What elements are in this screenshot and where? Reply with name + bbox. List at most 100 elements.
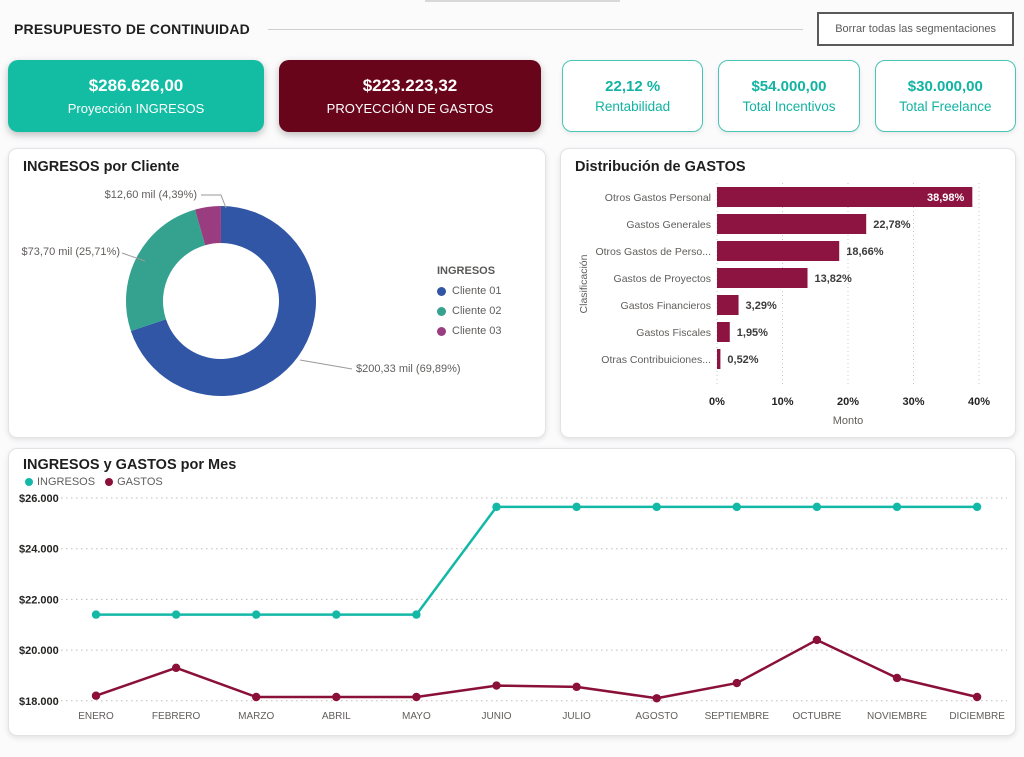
kpi-card-freelance[interactable]: $30.000,00 Total Freelance (874, 60, 1016, 132)
line-chart-legend: INGRESOS GASTOS (9, 473, 1015, 490)
donut-slice-cliente-03[interactable] (195, 206, 221, 246)
line-series-ingresos[interactable] (96, 505, 978, 616)
donut-legend-title: INGRESOS (437, 265, 496, 277)
data-point-gastos-1[interactable] (171, 663, 181, 673)
data-point-ingresos-9[interactable] (812, 502, 822, 512)
legend-item-cliente03[interactable]: Cliente 03 (437, 325, 502, 337)
kpi-freelance-value: $30.000,00 (907, 78, 983, 95)
bar-5[interactable] (717, 322, 730, 342)
data-point-ingresos-1[interactable] (171, 610, 181, 619)
donut-label-cliente02: $73,70 mil (25,71%) (21, 246, 120, 258)
legend-item-label: GASTOS (117, 476, 163, 488)
legend-item-cliente01[interactable]: Cliente 01 (437, 285, 502, 297)
svg-text:40%: 40% (968, 396, 990, 408)
donut-chart-panel: INGRESOS por Cliente $12,60 mil (4,39%) … (8, 148, 546, 438)
legend-item-ingresos[interactable]: INGRESOS (25, 476, 95, 488)
svg-text:MAYO: MAYO (402, 711, 431, 722)
line-chart[interactable]: $26.000 $24.000 $22.000 $20.000 $18.000 ENERO… (9, 490, 1013, 724)
donut-chart-title: INGRESOS por Cliente (23, 159, 180, 175)
legend-dot-icon (25, 478, 33, 486)
page-title: PRESUPUESTO DE CONTINUIDAD (14, 21, 250, 37)
line-chart-panel: INGRESOS y GASTOS por Mes INGRESOS GASTO… (8, 448, 1016, 736)
svg-text:Otros Gastos de Perso...: Otros Gastos de Perso... (595, 246, 711, 258)
data-point-gastos-6[interactable] (572, 682, 581, 692)
kpi-card-gastos[interactable]: $223.223,32 PROYECCIÓN DE GASTOS (279, 60, 541, 132)
data-point-ingresos-11[interactable] (972, 502, 982, 512)
bar-1[interactable] (717, 214, 867, 234)
donut-slice-cliente-02[interactable] (126, 209, 206, 331)
donut-legend: INGRESOS Cliente 01 Cliente 02 Cliente 0… (437, 265, 502, 337)
middle-row: INGRESOS por Cliente $12,60 mil (4,39%) … (8, 148, 1016, 438)
data-point-ingresos-6[interactable] (572, 502, 581, 512)
svg-text:10%: 10% (771, 396, 793, 408)
legend-dot-icon (105, 478, 114, 486)
data-point-gastos-11[interactable] (972, 692, 982, 702)
svg-text:Gastos Fiscales: Gastos Fiscales (636, 327, 711, 339)
svg-text:3,29%: 3,29% (746, 300, 777, 312)
donut-slice-cliente-01[interactable] (130, 206, 316, 396)
svg-text:NOVIEMBRE: NOVIEMBRE (867, 711, 927, 722)
data-point-gastos-4[interactable] (412, 692, 421, 702)
svg-text:$24.000: $24.000 (19, 544, 59, 556)
svg-text:30%: 30% (902, 396, 924, 408)
bar-6[interactable] (717, 349, 721, 369)
svg-text:13,82%: 13,82% (815, 273, 853, 285)
bar-0[interactable] (717, 187, 973, 207)
offscreen-element-edge (425, 0, 620, 2)
legend-dot-icon (437, 326, 446, 336)
svg-text:22,78%: 22,78% (873, 219, 911, 231)
clear-slicers-button[interactable]: Borrar todas las segmentaciones (817, 12, 1014, 46)
legend-item-label: Cliente 03 (452, 325, 502, 337)
svg-text:Otras Contribuiciones...: Otras Contribuiciones... (601, 354, 711, 366)
donut-chart[interactable] (121, 201, 321, 401)
svg-text:DICIEMBRE: DICIEMBRE (949, 711, 1005, 722)
svg-text:Otros Gastos Personal: Otros Gastos Personal (605, 192, 711, 204)
data-point-ingresos-0[interactable] (91, 610, 101, 619)
bar-chart-panel: Distribución de GASTOS 0% 10% 20% 30% 40% Otr… (560, 148, 1016, 438)
header: PRESUPUESTO DE CONTINUIDAD Borrar todas … (8, 0, 1016, 52)
data-point-ingresos-10[interactable] (892, 502, 902, 512)
bar-2[interactable] (717, 241, 840, 261)
data-point-ingresos-3[interactable] (332, 610, 341, 619)
line-series-gastos[interactable] (95, 638, 978, 700)
bar-4[interactable] (717, 295, 739, 315)
data-point-gastos-7[interactable] (652, 694, 661, 703)
legend-item-label: Cliente 02 (452, 305, 502, 317)
kpi-card-incentivos[interactable]: $54.000,00 Total Incentivos (718, 60, 860, 132)
svg-text:0%: 0% (709, 396, 725, 408)
svg-text:SEPTIEMBRE: SEPTIEMBRE (705, 711, 770, 722)
data-point-gastos-0[interactable] (91, 691, 101, 700)
svg-text:AGOSTO: AGOSTO (635, 711, 678, 722)
svg-text:0,52%: 0,52% (727, 354, 758, 366)
data-point-gastos-10[interactable] (892, 673, 902, 683)
kpi-card-rentabilidad[interactable]: 22,12 % Rentabilidad (562, 60, 704, 132)
svg-text:38,98%: 38,98% (927, 192, 965, 204)
bar-chart[interactable]: 0% 10% 20% 30% 40% Otros Gastos Personal 38,98… (575, 179, 1001, 429)
svg-text:Gastos de Proyectos: Gastos de Proyectos (614, 273, 711, 285)
svg-text:$18.000: $18.000 (19, 696, 59, 708)
bar-3[interactable] (717, 268, 808, 288)
kpi-ingresos-label: Proyección INGRESOS (67, 101, 205, 116)
svg-text:$26.000: $26.000 (19, 493, 59, 505)
svg-text:JUNIO: JUNIO (482, 711, 512, 722)
data-point-gastos-2[interactable] (252, 692, 261, 702)
svg-text:FEBRERO: FEBRERO (152, 711, 201, 722)
data-point-ingresos-4[interactable] (412, 610, 421, 619)
legend-item-gastos[interactable]: GASTOS (105, 476, 163, 488)
kpi-ingresos-value: $286.626,00 (88, 76, 184, 95)
data-point-ingresos-2[interactable] (252, 610, 261, 619)
kpi-card-ingresos[interactable]: $286.626,00 Proyección INGRESOS (8, 60, 264, 132)
data-point-gastos-3[interactable] (332, 692, 341, 702)
data-point-ingresos-5[interactable] (492, 502, 501, 512)
svg-text:1,95%: 1,95% (737, 327, 768, 339)
legend-dot-icon (437, 286, 446, 296)
donut-label-cliente03: $12,60 mil (4,39%) (104, 189, 197, 201)
legend-item-cliente02[interactable]: Cliente 02 (437, 305, 502, 317)
data-point-gastos-8[interactable] (732, 678, 741, 688)
kpi-row: $286.626,00 Proyección INGRESOS $223.223… (8, 60, 1016, 132)
data-point-gastos-5[interactable] (492, 681, 501, 690)
svg-text:Monto: Monto (833, 415, 864, 427)
data-point-gastos-9[interactable] (812, 635, 822, 645)
data-point-ingresos-7[interactable] (652, 502, 661, 512)
data-point-ingresos-8[interactable] (732, 502, 741, 512)
